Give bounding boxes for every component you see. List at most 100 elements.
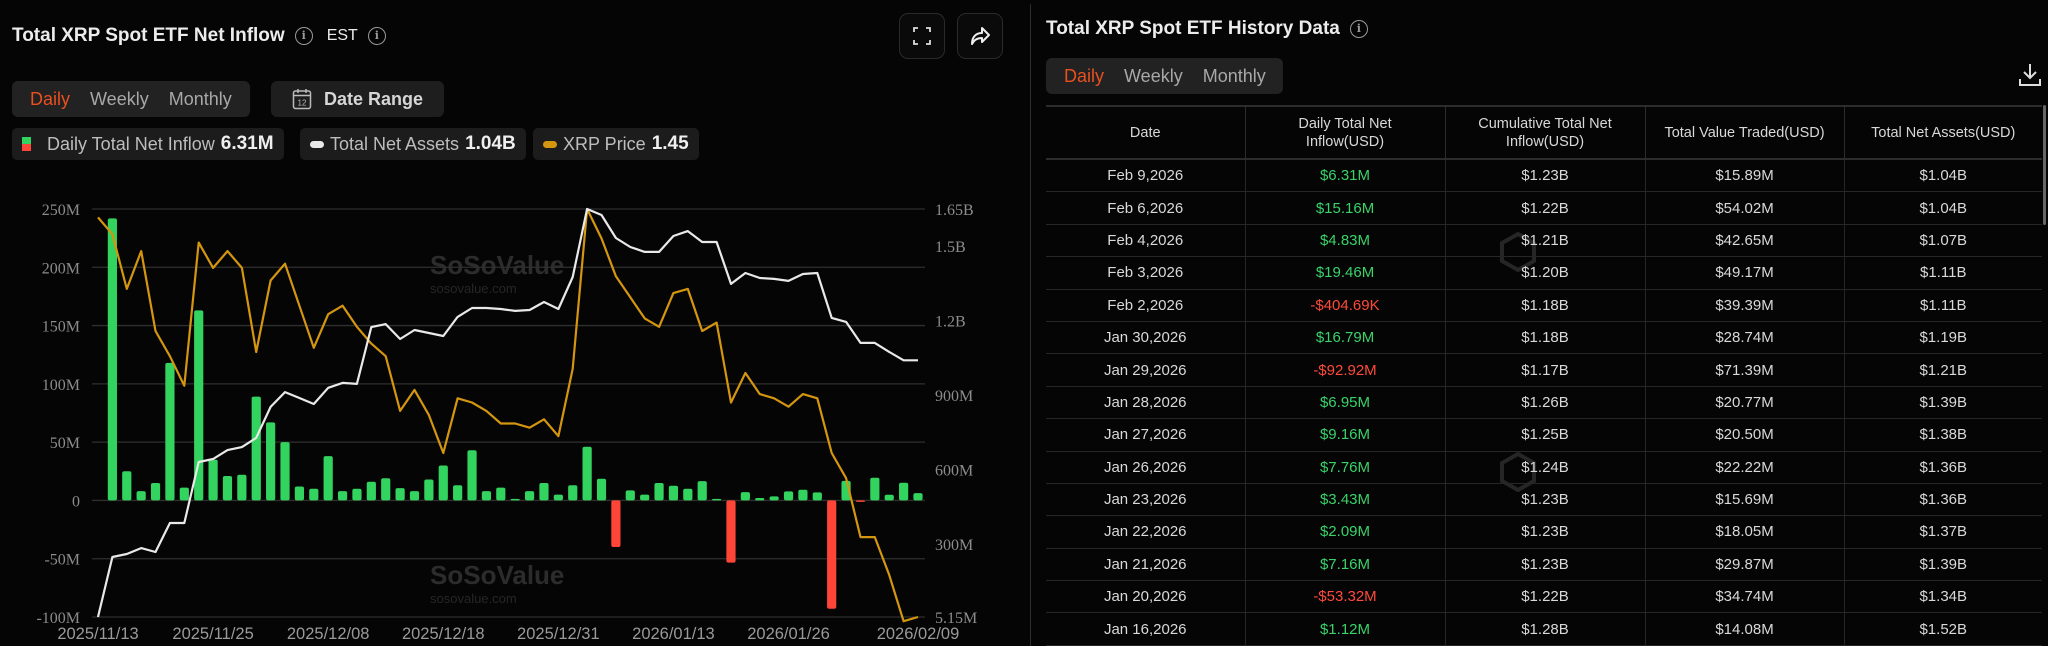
date-cell: Jan 30,2026 (1046, 321, 1246, 355)
table-row[interactable]: Feb 6,2026 $15.16M $1.22B $54.02M $1.04B (1046, 191, 2042, 225)
inflow-bar (553, 494, 563, 501)
inflow-bar (280, 442, 290, 501)
inflow-legend-icon (22, 137, 31, 151)
table-row[interactable]: Jan 30,2026 $16.79M $1.18B $28.74M $1.19B (1046, 321, 2042, 355)
value-traded-cell: $18.05M (1645, 515, 1845, 549)
column-header-value-traded[interactable]: Total Value Traded(USD) (1645, 106, 1845, 160)
right-axis-tick-label: 5.15M (935, 610, 977, 627)
inflow-bar (654, 482, 664, 501)
cumulative-inflow-cell: $1.25B (1445, 418, 1646, 452)
table-row[interactable]: Feb 4,2026 $4.83M $1.21B $42.65M $1.07B (1046, 224, 2042, 258)
table-row[interactable]: Feb 2,2026 -$404.69K $1.18B $39.39M $1.11B (1046, 289, 2042, 322)
legend-value: 1.04B (465, 133, 516, 154)
date-range-button[interactable]: 12 Date Range (271, 81, 444, 117)
cumulative-inflow-cell: $1.23B (1445, 159, 1646, 193)
inflow-bar (510, 498, 520, 501)
cumulative-inflow-cell: $1.26B (1445, 386, 1646, 420)
net-assets-cell: $1.11B (1844, 289, 2042, 322)
table-scrollbar[interactable] (2043, 105, 2046, 225)
net-assets-cell: $1.04B (1844, 159, 2042, 193)
value-traded-cell: $34.74M (1645, 580, 1845, 614)
share-button[interactable] (957, 13, 1003, 59)
tab-daily[interactable]: Daily (1064, 65, 1105, 86)
inflow-bar (294, 486, 305, 501)
table-row[interactable]: Feb 9,2026 $6.31M $1.23B $15.89M $1.04B (1046, 159, 2042, 193)
right-axis-tick-label: 300M (935, 537, 973, 554)
date-cell: Jan 20,2026 (1046, 580, 1246, 614)
tab-daily[interactable]: Daily (30, 88, 71, 109)
inflow-bar (309, 488, 319, 501)
column-header-cumulative-inflow[interactable]: Cumulative Total Net Inflow(USD) (1445, 106, 1646, 160)
inflow-bar (395, 488, 405, 501)
table-row[interactable]: Jan 22,2026 $2.09M $1.23B $18.05M $1.37B (1046, 515, 2042, 549)
daily-inflow-cell: $7.16M (1245, 548, 1446, 582)
fullscreen-button[interactable] (899, 13, 945, 59)
table-header-row: Date Daily Total Net Inflow(USD) Cumulat… (1046, 106, 2042, 160)
inflow-bar (352, 488, 362, 501)
table-row[interactable]: Jan 23,2026 $3.43M $1.23B $15.69M $1.36B (1046, 483, 2042, 517)
daily-inflow-cell: $6.31M (1245, 159, 1446, 193)
table-row[interactable]: Jan 20,2026 -$53.32M $1.22B $34.74M $1.34B (1046, 580, 2042, 614)
column-header-date[interactable]: Date (1046, 106, 1246, 160)
table-row[interactable]: Jan 29,2026 -$92.92M $1.17B $71.39M $1.21B (1046, 353, 2042, 387)
inflow-bar (122, 471, 132, 501)
inflow-bar (769, 496, 779, 501)
inflow-bar (266, 422, 276, 501)
net-assets-cell: $1.38B (1844, 418, 2042, 452)
tab-weekly[interactable]: Weekly (1124, 65, 1183, 86)
net-assets-cell: $1.36B (1844, 451, 2042, 484)
inflow-bar (711, 498, 722, 501)
date-cell: Jan 28,2026 (1046, 386, 1246, 420)
x-axis-tick-label: 2025/12/31 (517, 625, 600, 643)
share-icon (971, 27, 990, 45)
tab-monthly[interactable]: Monthly (168, 88, 232, 109)
legend-xrp-price[interactable]: XRP Price 1.45 (533, 128, 699, 160)
timezone-info-icon[interactable]: i (367, 27, 386, 45)
table-row[interactable]: Jan 26,2026 $7.76M $1.24B $22.22M $1.36B (1046, 451, 2042, 484)
right-axis-tick-label: 1.5B (935, 239, 966, 256)
tab-weekly[interactable]: Weekly (90, 88, 149, 109)
inflow-bar (726, 500, 736, 563)
info-icon[interactable]: i (294, 27, 313, 45)
inflow-bar (899, 482, 909, 501)
date-cell: Jan 27,2026 (1046, 418, 1246, 452)
watermark: SoSoValue sosovalue.com (430, 250, 565, 296)
right-axis-tick-label: 900M (935, 388, 973, 405)
chart-period-tabs: Daily Weekly Monthly (12, 81, 250, 117)
table-row[interactable]: Jan 16,2026 $1.12M $1.28B $14.08M $1.52B (1046, 612, 2042, 646)
daily-inflow-cell: $3.43M (1245, 483, 1446, 517)
table-row[interactable]: Jan 27,2026 $9.16M $1.25B $20.50M $1.38B (1046, 418, 2042, 452)
inflow-bar (251, 396, 261, 501)
net-assets-cell: $1.04B (1844, 191, 2042, 225)
inflow-bar (337, 491, 348, 501)
column-header-net-assets[interactable]: Total Net Assets(USD) (1844, 106, 2042, 160)
right-axis-tick-label: 600M (935, 462, 973, 479)
daily-inflow-cell: $7.76M (1245, 451, 1446, 484)
legend-total-net-assets[interactable]: Total Net Assets 1.04B (300, 128, 526, 160)
table-row[interactable]: Jan 21,2026 $7.16M $1.23B $29.87M $1.39B (1046, 548, 2042, 582)
table-row[interactable]: Feb 3,2026 $19.46M $1.20B $49.17M $1.11B (1046, 256, 2042, 290)
inflow-bar (625, 490, 635, 501)
value-traded-cell: $20.77M (1645, 386, 1845, 420)
inflow-bar (323, 456, 333, 501)
legend-value: 6.31M (220, 133, 274, 154)
value-traded-cell: $54.02M (1645, 191, 1845, 225)
history-header: Total XRP Spot ETF History Data i (1046, 18, 1368, 40)
legend-daily-net-inflow[interactable]: Daily Total Net Inflow 6.31M (12, 128, 284, 160)
column-header-daily-inflow[interactable]: Daily Total Net Inflow(USD) (1245, 106, 1446, 160)
tab-monthly[interactable]: Monthly (1202, 65, 1266, 86)
inflow-bar (611, 500, 621, 548)
net-assets-cell: $1.19B (1844, 321, 2042, 355)
left-axis-tick-label: 200M (42, 260, 80, 277)
calendar-day: 12 (298, 99, 307, 108)
date-cell: Feb 4,2026 (1046, 224, 1246, 258)
inflow-bar (107, 218, 117, 501)
inflow-bar (453, 485, 463, 501)
inflow-bar (179, 487, 189, 501)
info-icon[interactable]: i (1349, 20, 1368, 38)
table-row[interactable]: Jan 28,2026 $6.95M $1.26B $20.77M $1.39B (1046, 386, 2042, 420)
download-button[interactable] (2018, 62, 2042, 88)
value-traded-cell: $39.39M (1645, 289, 1845, 322)
legend-label: Total Net Assets (330, 133, 460, 154)
value-traded-cell: $71.39M (1645, 353, 1845, 387)
